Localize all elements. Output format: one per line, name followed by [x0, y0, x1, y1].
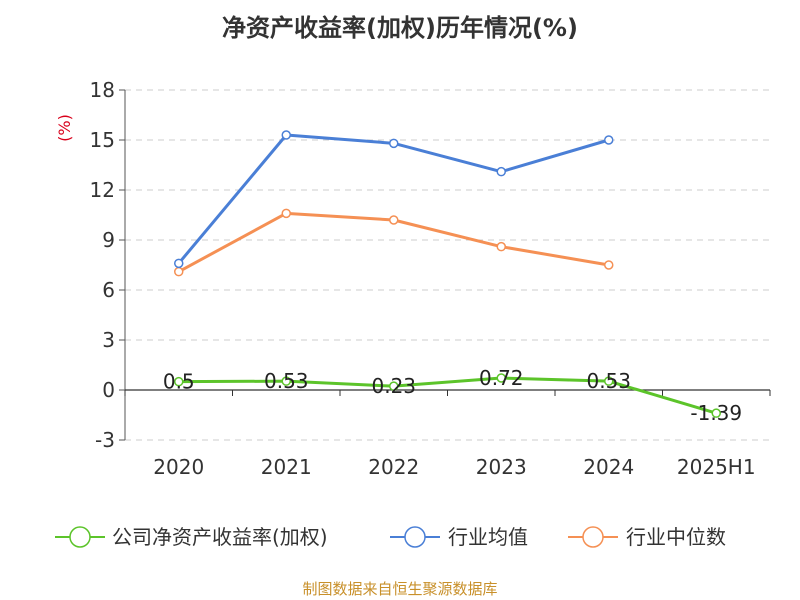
- legend-label: 行业均值: [448, 525, 528, 549]
- data-label: 0.72: [479, 366, 524, 390]
- y-tick-label: 0: [102, 378, 115, 402]
- data-point: [174, 258, 184, 269]
- chart-title: 净资产收益率(加权)历年情况(%): [222, 14, 578, 42]
- y-tick-label: 3: [102, 328, 115, 352]
- data-point: [389, 381, 399, 391]
- y-tick-label: 15: [90, 128, 115, 152]
- series-line: [178, 376, 717, 415]
- legend-swatch-marker: [69, 526, 91, 548]
- data-point: [281, 208, 291, 219]
- data-point: [496, 241, 506, 252]
- x-tick-label: 2020: [153, 455, 204, 479]
- legend-swatch-marker: [582, 526, 604, 548]
- data-point: [604, 260, 614, 270]
- data-point: [496, 166, 506, 177]
- data-point: [711, 408, 721, 418]
- data-point: [174, 376, 184, 387]
- data-point: [604, 135, 614, 145]
- data-point: [281, 130, 291, 140]
- data-label: 0.53: [586, 369, 631, 393]
- y-tick-label: -3: [95, 428, 115, 452]
- series-line: [177, 133, 610, 265]
- data-point: [496, 373, 506, 383]
- x-tick-label: 2024: [583, 455, 634, 479]
- data-point: [281, 376, 291, 386]
- x-tick-label: 2021: [261, 455, 312, 479]
- data-label: 0.53: [264, 369, 309, 393]
- data-label: -1.39: [690, 401, 742, 425]
- data-label: 0.5: [163, 370, 195, 394]
- source-note: 制图数据来自恒生聚源数据库: [302, 580, 498, 598]
- x-tick-label: 2025H1: [677, 455, 756, 479]
- data-point: [389, 215, 399, 225]
- legend-label: 行业中位数: [626, 525, 726, 549]
- y-tick-label: 6: [102, 278, 115, 302]
- y-axis-label: (%): [55, 114, 74, 142]
- x-tick-label: 2022: [368, 455, 419, 479]
- data-label: 0.23: [371, 374, 416, 398]
- y-tick-label: 9: [102, 228, 115, 252]
- x-tick-label: 2023: [476, 455, 527, 479]
- data-point: [174, 266, 184, 277]
- legend-swatch-marker: [404, 526, 426, 548]
- y-tick-label: 12: [90, 178, 115, 202]
- data-point: [389, 138, 399, 149]
- y-tick-label: 18: [90, 78, 115, 102]
- data-point: [604, 376, 614, 386]
- legend-label: 公司净资产收益率(加权): [112, 525, 328, 549]
